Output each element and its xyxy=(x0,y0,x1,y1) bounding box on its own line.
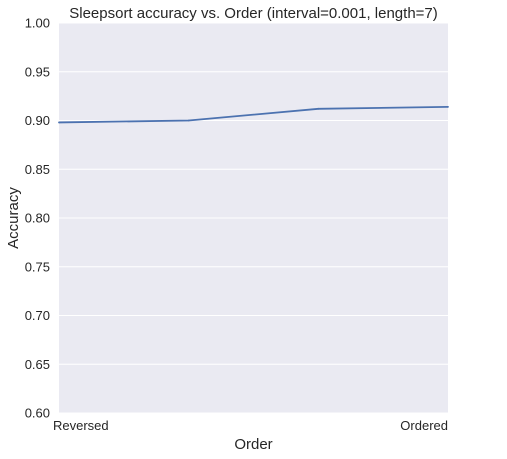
y-tick-label: 0.90 xyxy=(25,113,50,128)
x-tick-label: Ordered xyxy=(400,418,448,433)
y-tick-label: 0.70 xyxy=(25,308,50,323)
chart-title: Sleepsort accuracy vs. Order (interval=0… xyxy=(69,5,438,22)
y-tick-label: 0.75 xyxy=(25,259,50,274)
y-tick-label: 0.95 xyxy=(25,64,50,79)
x-axis-label: Order xyxy=(234,436,272,453)
y-tick-label: 0.80 xyxy=(25,211,50,226)
y-tick-label: 0.85 xyxy=(25,162,50,177)
data-point xyxy=(447,105,449,108)
x-axis-ticks: Reversed Ordered xyxy=(53,418,448,433)
grid-lines xyxy=(59,22,448,414)
data-point xyxy=(58,121,60,124)
y-tick-label: 0.65 xyxy=(25,357,50,372)
y-tick-label: 1.00 xyxy=(25,16,50,31)
series-line xyxy=(58,105,449,124)
x-tick-label: Reversed xyxy=(53,418,109,433)
y-axis-label: Accuracy xyxy=(5,187,22,249)
y-axis-ticks: 0.60 0.65 0.70 0.75 0.80 0.85 0.90 0.95 1.00 xyxy=(25,16,50,421)
series-group xyxy=(58,105,449,124)
data-point xyxy=(317,107,320,110)
data-point xyxy=(187,119,190,122)
y-tick-label: 0.60 xyxy=(25,406,50,421)
